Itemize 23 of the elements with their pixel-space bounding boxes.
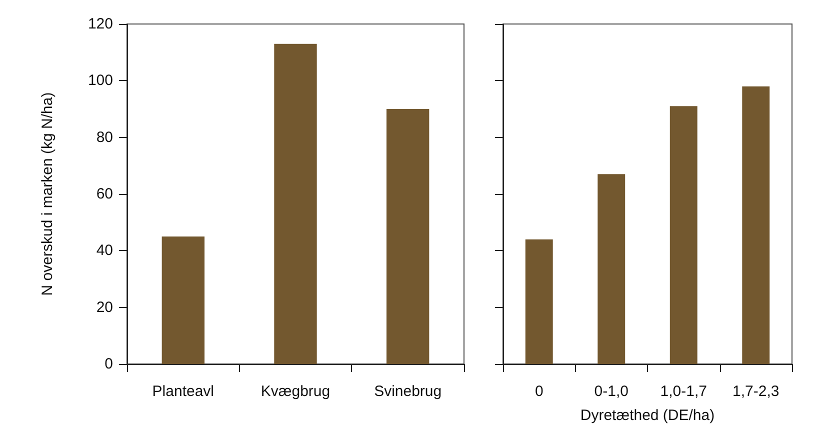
y-tick-label: 120 [88, 16, 113, 32]
y-tick-label: 80 [96, 128, 113, 146]
bar [525, 239, 553, 364]
y-tick-label: 0 [104, 356, 113, 372]
bar [742, 86, 770, 364]
x-tick-label: Kvægbrug [260, 383, 330, 400]
bar [386, 109, 430, 364]
x-tick-label: 0 [534, 383, 544, 400]
y-tick-label: 20 [96, 298, 113, 316]
bar [162, 236, 205, 364]
y-tick-label: 40 [96, 242, 113, 260]
y-tick-label: 100 [88, 72, 113, 90]
y-axis-title: N overskud i marken (kg N/ha) [39, 92, 56, 296]
x-tick-label: Svinebrug [374, 383, 442, 400]
bar [598, 174, 626, 364]
x-tick-label: 1,0-1,7 [660, 383, 707, 400]
x-tick-label: 0-1,0 [594, 383, 628, 400]
bar [274, 44, 317, 364]
bar [670, 106, 698, 364]
x-tick-label: Planteavl [152, 383, 214, 400]
x-tick-label: 1,7-2,3 [732, 383, 780, 400]
x-axis-title: Dyretæthed (DE/ha) [580, 407, 715, 424]
y-tick-label: 60 [96, 186, 113, 202]
